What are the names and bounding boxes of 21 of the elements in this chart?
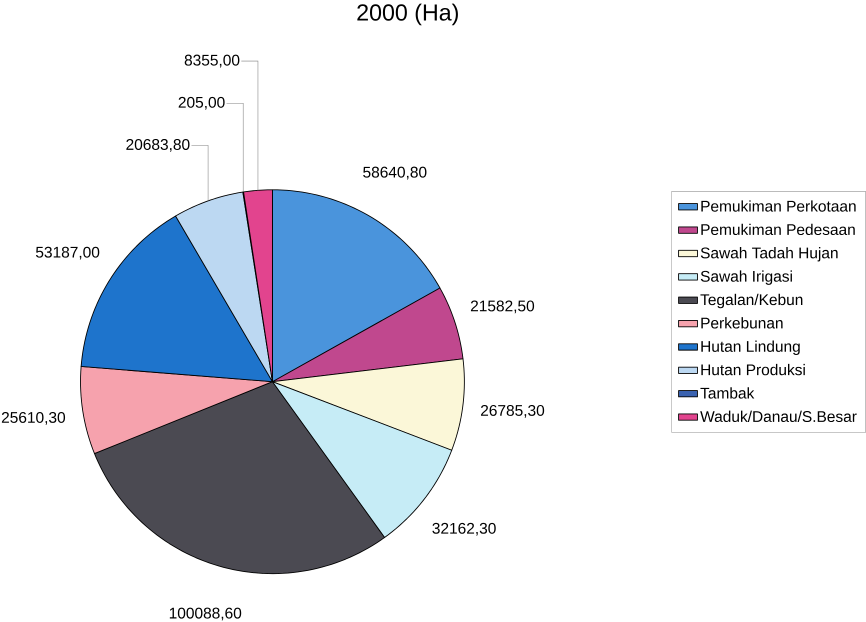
data-label: 26785,30 bbox=[480, 405, 544, 418]
legend-label: Hutan Produksi bbox=[701, 364, 805, 376]
legend-label: Sawah Tadah Hujan bbox=[700, 247, 838, 262]
legend-label: Tambak bbox=[700, 388, 754, 399]
legend-label: Waduk/Danau/S.Besar bbox=[700, 410, 857, 422]
data-label: 20683,80 bbox=[126, 139, 190, 152]
data-label: 21582,50 bbox=[470, 300, 534, 314]
legend-label: Pemukiman Pedesaan bbox=[701, 224, 855, 236]
data-label: 58640,80 bbox=[363, 166, 426, 180]
data-label: 32162,30 bbox=[432, 523, 496, 536]
chart-title: 2000 (Ha) bbox=[357, 4, 458, 26]
data-label: 100088,60 bbox=[170, 608, 242, 621]
data-label: 205,00 bbox=[178, 97, 225, 110]
data-label: 25610,30 bbox=[2, 412, 66, 425]
data-label: 53187,00 bbox=[36, 246, 100, 260]
data-label: 8355,00 bbox=[184, 54, 240, 68]
legend-label: Hutan Lindung bbox=[701, 340, 800, 356]
legend-label: Tegalan/Kebun bbox=[700, 294, 802, 308]
legend-label: Pemukiman Perkotaan bbox=[701, 200, 856, 212]
legend-label: Perkebunan bbox=[701, 317, 783, 329]
legend-label: Sawah Irigasi bbox=[700, 270, 792, 286]
